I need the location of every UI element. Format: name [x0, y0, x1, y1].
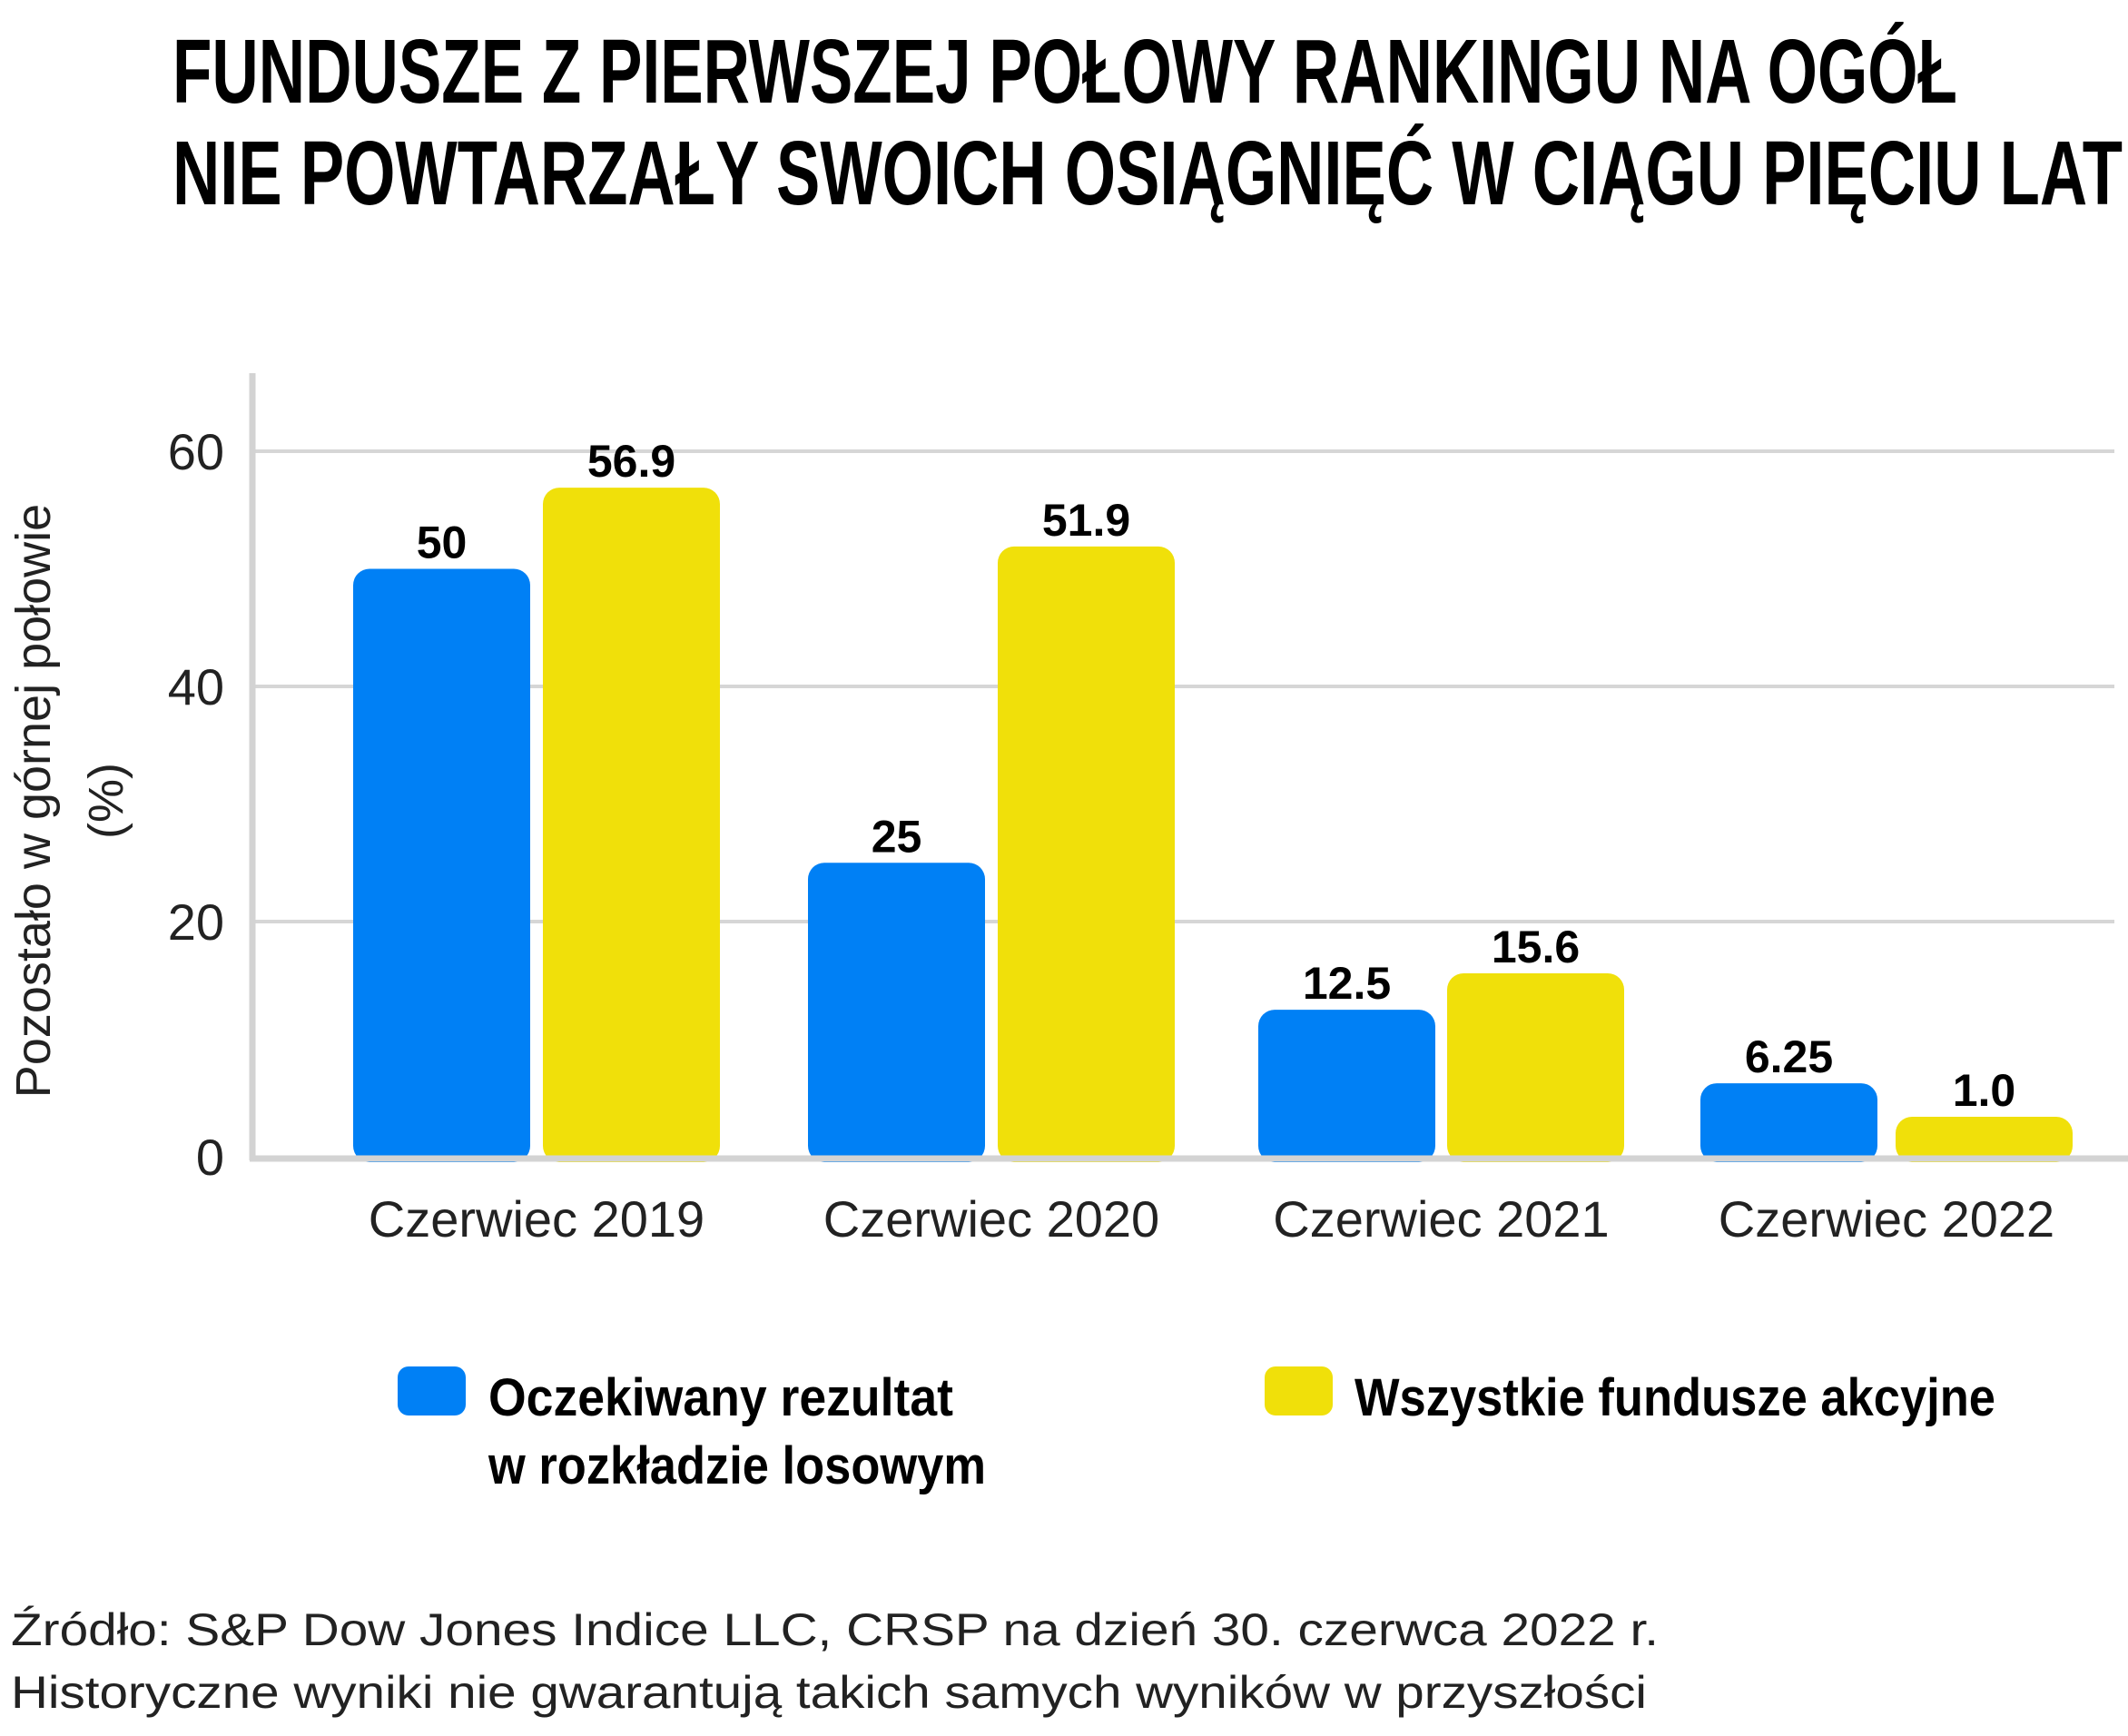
y-tick-label: 0 — [196, 1129, 224, 1186]
legend-swatch-yellow — [1265, 1366, 1333, 1415]
gridlines — [252, 449, 2114, 923]
data-label: 50 — [417, 518, 468, 568]
bar-all-funds[interactable] — [998, 546, 1175, 1162]
bar-all-funds[interactable] — [1447, 972, 1624, 1162]
data-label: 51.9 — [1042, 495, 1130, 546]
x-tick-label: Czerwiec 2019 — [369, 1190, 704, 1248]
y-axis-label: Pozostało w górnej połowie (%) — [6, 504, 133, 1098]
data-label: 15.6 — [1492, 922, 1580, 972]
bar-expected[interactable] — [808, 863, 985, 1162]
y-tick-label: 20 — [168, 893, 224, 951]
legend-label-all-funds: Wszystkie fundusze akcyjne — [1355, 1368, 1995, 1427]
bar-expected[interactable] — [1258, 1010, 1435, 1162]
bar-expected[interactable] — [353, 568, 530, 1163]
y-axis-label-line-2: (%) — [79, 763, 133, 839]
y-axis-label-line-1: Pozostało w górnej połowie — [6, 504, 61, 1098]
source-line-1: Źródło: S&P Dow Jones Indice LLC, CRSP n… — [11, 1604, 1659, 1655]
data-label: 1.0 — [1953, 1065, 2016, 1116]
source-line-2: Historyczne wyniki nie gwarantują takich… — [11, 1667, 1647, 1718]
chart-title-line-2: NIE POWTARZAŁY SWOICH OSIĄGNIĘĆ W CIĄGU … — [172, 123, 2123, 224]
y-tick-label: 40 — [168, 658, 224, 715]
chart-title-line-1: FUNDUSZE Z PIERWSZEJ POŁOWY RANKINGU NA … — [172, 21, 1957, 123]
data-label: 12.5 — [1303, 958, 1391, 1009]
legend-item-expected[interactable]: Oczekiwany rezultat w rozkładzie losowym — [398, 1366, 986, 1495]
data-label: 6.25 — [1745, 1031, 1833, 1082]
y-tick-label: 60 — [168, 423, 224, 480]
y-tick-labels: 0 20 40 60 — [168, 423, 224, 1186]
bar-all-funds[interactable] — [543, 488, 720, 1162]
legend-label-expected-line-2: w rozkładzie losowym — [488, 1436, 986, 1495]
legend-label-expected-line-1: Oczekiwany rezultat — [488, 1368, 953, 1427]
bar-expected[interactable] — [1700, 1083, 1877, 1162]
bars: 50 56.9 25 51.9 12.5 15.6 6.25 1.0 — [353, 436, 2073, 1162]
x-tick-label: Czerwiec 2022 — [1719, 1190, 2054, 1248]
data-label: 25 — [872, 811, 922, 862]
bar-all-funds[interactable] — [1896, 1117, 2073, 1162]
x-tick-label: Czerwiec 2020 — [823, 1190, 1159, 1248]
legend-item-all-funds[interactable]: Wszystkie fundusze akcyjne — [1265, 1366, 1995, 1427]
x-tick-label: Czerwiec 2021 — [1273, 1190, 1609, 1248]
data-label: 56.9 — [587, 436, 675, 487]
legend: Oczekiwany rezultat w rozkładzie losowym… — [398, 1366, 1995, 1495]
legend-swatch-blue — [398, 1366, 466, 1415]
x-tick-labels: Czerwiec 2019 Czerwiec 2020 Czerwiec 2021 C… — [369, 1190, 2054, 1248]
